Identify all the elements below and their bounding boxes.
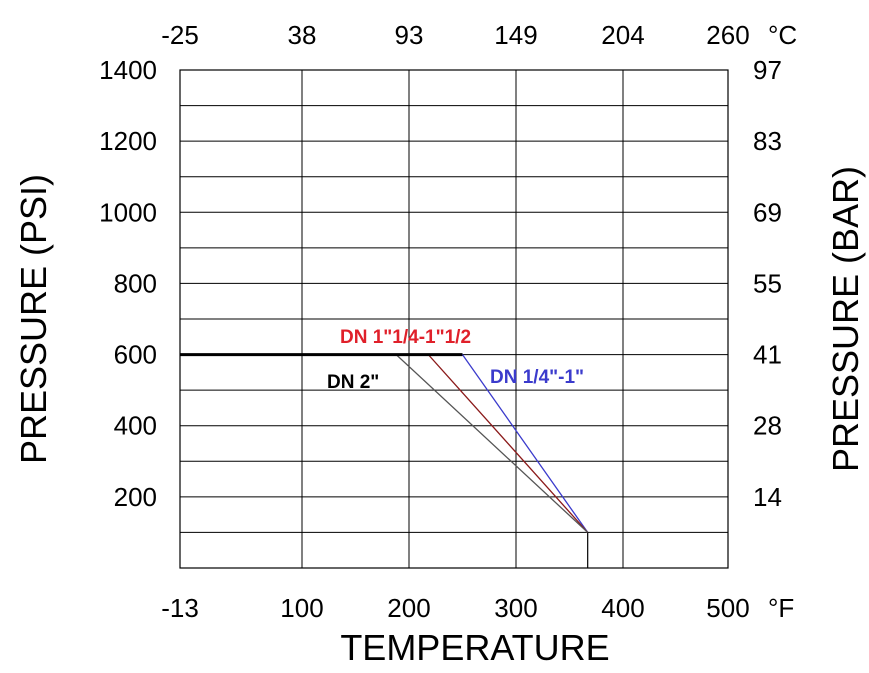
series-label: DN 1"1/4-1"1/2 (340, 327, 471, 348)
x-axis-title: TEMPERATURE (340, 627, 609, 668)
x-tick-label-top: 149 (494, 20, 537, 50)
x-tick-label-top: 204 (601, 20, 644, 50)
y-tick-label-right: 55 (753, 268, 782, 298)
y-axis-title-left: PRESSURE (PSI) (13, 174, 54, 464)
y-axis-title-right: PRESSURE (BAR) (825, 166, 866, 472)
x-tick-label-bottom: 400 (601, 593, 644, 623)
y-tick-label-right: 14 (753, 482, 782, 512)
x-unit-bottom: °F (768, 593, 794, 623)
chart-series (180, 353, 589, 568)
y-tick-label-right: 69 (753, 197, 782, 227)
y-tick-label-right: 41 (753, 340, 782, 370)
y-tick-label-left: 1000 (99, 197, 157, 227)
y-tick-label-right: 28 (753, 411, 782, 441)
x-tick-label-bottom: 200 (387, 593, 430, 623)
x-tick-label-top: 260 (706, 20, 749, 50)
x-tick-label-top: 93 (395, 20, 424, 50)
y-tick-label-left: 200 (114, 482, 157, 512)
series-label: DN 2" (327, 372, 379, 393)
chart-series-labels: DN 1/4"-1" DN 1"1/4-1"1/2 DN 2" (327, 327, 584, 393)
x-tick-label-bottom: 500 (706, 593, 749, 623)
x-unit-top: °C (768, 20, 797, 50)
y-tick-label-right: 97 (753, 55, 782, 85)
x-tick-label-top: 38 (288, 20, 317, 50)
chart-ticks: -13 100 200 300 400 500 -25 38 93 149 204 260 1400 12… (99, 20, 782, 623)
y-tick-label-right: 83 (753, 126, 782, 156)
x-tick-label-bottom: 300 (494, 593, 537, 623)
series-label: DN 1/4"-1" (490, 367, 584, 388)
y-tick-label-left: 1200 (99, 126, 157, 156)
x-tick-label-top: -25 (161, 20, 199, 50)
y-tick-label-left: 400 (114, 411, 157, 441)
chart-grid (179, 69, 729, 569)
x-tick-label-bottom: 100 (280, 593, 323, 623)
x-tick-label-bottom: -13 (161, 593, 199, 623)
y-tick-label-left: 1400 (99, 55, 157, 85)
y-tick-label-left: 600 (114, 340, 157, 370)
y-tick-label-left: 800 (114, 268, 157, 298)
